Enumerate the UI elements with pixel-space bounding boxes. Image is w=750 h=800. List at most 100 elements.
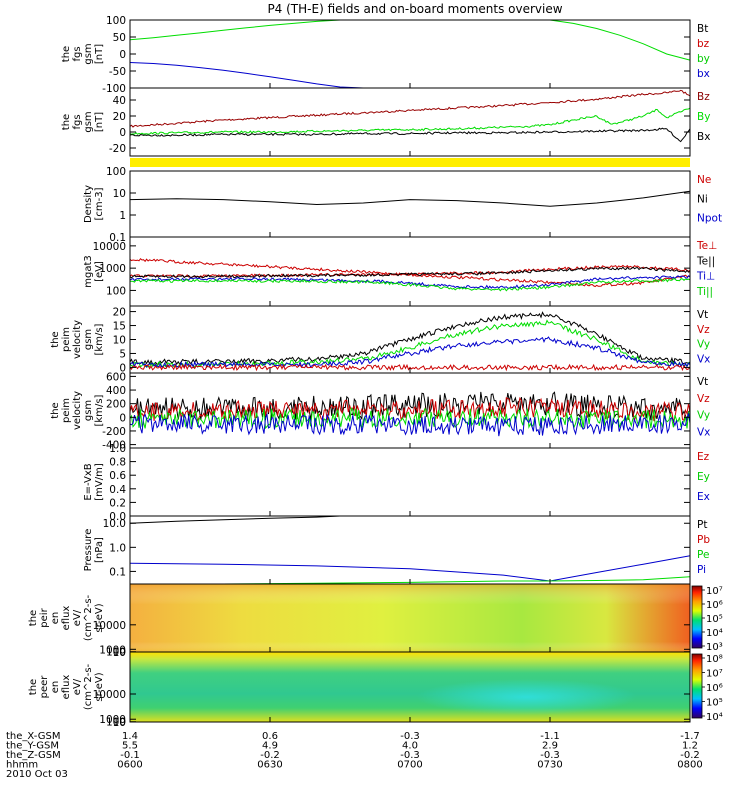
y-axis-label: fgs: [72, 114, 83, 129]
y-tick-label: 100: [106, 15, 126, 27]
y-axis-label: peir: [39, 607, 50, 627]
y-axis-label: the: [28, 679, 39, 695]
legend-label: Pe: [697, 549, 709, 561]
series-line: [129, 412, 691, 437]
colorbar-label: 10⁷: [706, 586, 723, 597]
y-tick-label: 10: [113, 717, 126, 729]
y-tick-label: 1.0: [109, 542, 126, 554]
y-axis-label: gsm: [83, 329, 94, 350]
y-tick-label: 1000: [99, 644, 126, 656]
y-axis-label: mgat3: [83, 255, 94, 288]
y-tick-label: 20: [113, 111, 126, 123]
y-tick-label: 1000: [99, 263, 126, 275]
y-axis-label: (cm^2-s-: [83, 663, 94, 710]
y-tick-label: 600: [106, 371, 126, 383]
x-tick-value: -0.3: [540, 750, 560, 761]
y-tick-label: 10.0: [103, 518, 126, 530]
legend-label: Ex: [697, 491, 710, 503]
y-axis-label: en: [50, 612, 61, 625]
y-axis-label: fgs: [72, 46, 83, 61]
legend-label: Vz: [697, 324, 710, 336]
y-tick-label: 0.8: [109, 457, 126, 469]
series-line: [129, 391, 691, 422]
x-tick-value: -1.7: [680, 731, 700, 742]
y-axis-label: velocity: [72, 391, 83, 430]
y-axis-label: eflux: [61, 675, 72, 700]
x-row-label: the_X-GSM: [6, 731, 60, 742]
plot-title: P4 (TH-E) fields and on-board moments ov…: [267, 2, 562, 16]
legend-label: Vy: [697, 339, 710, 351]
y-axis-label: gsm: [83, 43, 94, 64]
y-tick-label: 50: [113, 32, 126, 44]
legend-label: Ey: [697, 471, 710, 483]
y-tick-label: 10: [113, 647, 126, 659]
legend-label: Ne: [697, 174, 711, 186]
yellow-status-bar: [130, 158, 690, 167]
series-line: [129, 190, 691, 207]
y-axis-label: [km/s]: [94, 394, 105, 426]
y-axis-label: the: [50, 331, 61, 347]
x-tick-value: 5.5: [122, 741, 138, 752]
series-line: [129, 127, 691, 143]
y-tick-label: 10000: [93, 689, 126, 701]
y-axis-label: [eV]: [94, 261, 105, 282]
y-tick-label: 15: [113, 321, 126, 333]
y-axis-label: the: [28, 610, 39, 626]
panel-frame: [129, 447, 691, 517]
x-tick-value: 1.4: [122, 731, 138, 742]
x-row-label: hhmm: [6, 760, 38, 771]
y-tick-label: 200: [106, 399, 126, 411]
legend-label: bx: [697, 68, 710, 80]
panel-temperature: 10000 1000 100 mgat3 [eV] Te⊥ Te|| Ti⊥ Ti||: [83, 236, 717, 307]
colorbar-label: 10⁶: [706, 600, 723, 611]
legend-label: Bt: [697, 23, 708, 35]
y-tick-label: 5: [119, 348, 126, 360]
colorbar-label: 10⁵: [706, 614, 723, 625]
y-tick-label: 100: [106, 285, 126, 297]
x-tick-value: 4.9: [262, 741, 278, 752]
colorbar-label: 10⁸: [706, 654, 723, 665]
legend-label: Ti⊥: [696, 271, 715, 283]
y-axis-label: eV/: [72, 609, 83, 626]
y-tick-label: 10: [113, 188, 126, 200]
x-row-label: 2010 Oct 03: [6, 769, 68, 780]
series-line: [129, 396, 691, 424]
panel-frame: [129, 19, 691, 89]
series-line: [129, 515, 341, 524]
x-tick-value: -0.1: [120, 750, 140, 761]
panel-frame: [129, 236, 691, 307]
legend-label: Ti||: [696, 286, 713, 298]
legend-label: Vz: [697, 393, 710, 405]
series-line: [129, 62, 364, 89]
x-tick-value: 1.2: [682, 741, 698, 752]
legend-label: Pt: [697, 519, 707, 531]
y-tick-label: 0.2: [109, 497, 126, 509]
panel-fgs_gse: 40 20 0 -20 the fgs gsm [nT] Bz By Bx: [61, 87, 710, 157]
x-tick-value: -0.3: [400, 750, 420, 761]
series-line: [129, 363, 691, 372]
y-tick-label: 1: [119, 210, 126, 222]
x-tick-value: -0.2: [680, 750, 700, 761]
series-line: [129, 275, 691, 289]
legend-label: Pb: [697, 534, 710, 546]
y-tick-label: -50: [109, 66, 126, 78]
legend-label: Ez: [697, 451, 710, 463]
series-line: [129, 266, 691, 279]
y-axis-label: en: [50, 681, 61, 694]
y-tick-label: 10000: [93, 620, 126, 632]
legend-label: bz: [697, 38, 710, 50]
colorbar-label: 10⁴: [706, 628, 723, 639]
y-tick-label: 0.1: [109, 566, 126, 578]
x-tick-value: 0600: [117, 760, 142, 771]
y-axis-label: [km/s]: [94, 323, 105, 355]
colorbar-label: 10⁷: [706, 669, 723, 680]
y-axis-label: (cm^2-s-: [83, 594, 94, 641]
x-row-label: the_Z-GSM: [6, 750, 61, 761]
x-tick-value: 2.9: [542, 741, 558, 752]
series-line: [130, 278, 691, 292]
y-tick-label: 0.4: [109, 484, 126, 496]
y-axis-label: peim: [61, 327, 72, 352]
legend-label: Te⊥: [696, 240, 717, 252]
